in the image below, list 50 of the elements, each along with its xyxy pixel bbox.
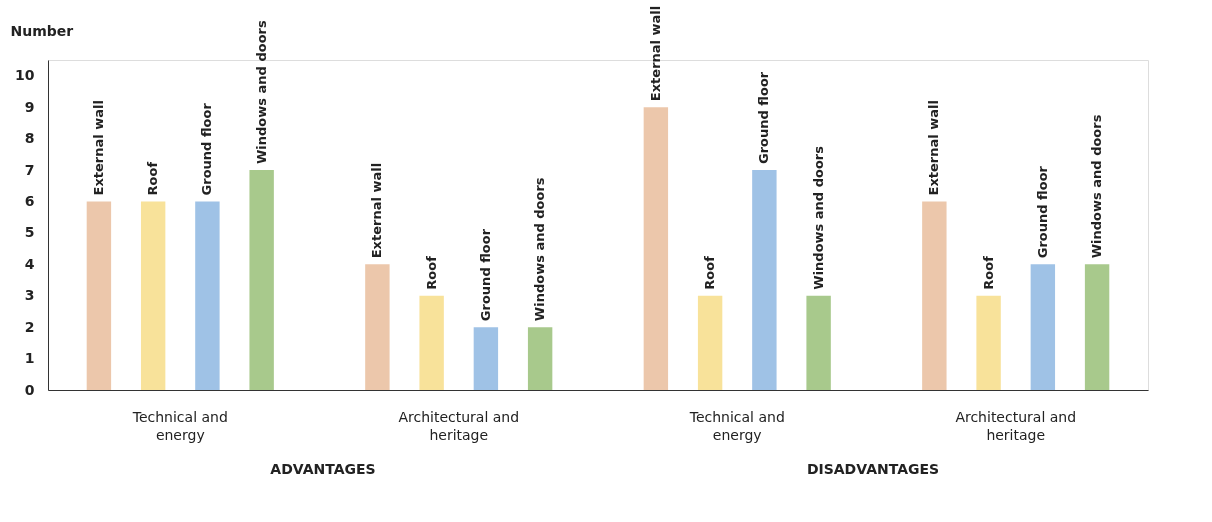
bar xyxy=(365,264,390,390)
text: External wall xyxy=(369,162,385,259)
text: Ground floor xyxy=(756,71,772,164)
text: Roof xyxy=(702,256,718,290)
text: External wall xyxy=(926,100,942,196)
text: Windows and doors xyxy=(810,145,826,290)
bar xyxy=(195,201,220,390)
bar xyxy=(1030,264,1056,390)
y-axis-title: Number xyxy=(10,22,74,39)
bar xyxy=(473,327,499,390)
y-tick-label: 2 xyxy=(24,318,35,335)
text: Roof xyxy=(145,161,161,196)
y-tick-label: 7 xyxy=(24,161,35,178)
y-tick-label: 9 xyxy=(24,98,35,115)
y-tick-label: 1 xyxy=(24,350,35,367)
bar xyxy=(697,295,723,390)
y-tick-label: 10 xyxy=(15,67,35,84)
text: DISADVANTAGES xyxy=(806,461,940,477)
bar xyxy=(922,201,947,390)
x-tick-label: Technical and energy xyxy=(131,408,228,443)
bar xyxy=(86,201,112,390)
bar xyxy=(1084,264,1110,390)
bar xyxy=(140,201,166,390)
text: Windows and doors xyxy=(532,177,548,322)
y-tick-label: 5 xyxy=(24,224,35,241)
x-tick-label: Architectural and heritage xyxy=(398,408,520,443)
bar xyxy=(752,170,777,390)
text: Roof xyxy=(980,256,996,290)
text: Ground floor xyxy=(1034,166,1050,259)
y-tick-label: 6 xyxy=(24,192,35,209)
x-tick-label: Technical and energy xyxy=(688,408,785,443)
bar xyxy=(806,295,831,390)
x-tick-label: Architectural and heritage xyxy=(955,408,1077,443)
text: External wall xyxy=(90,100,106,196)
bar xyxy=(249,170,274,390)
y-tick-label: 3 xyxy=(24,287,35,304)
text: ADVANTAGES xyxy=(270,461,376,477)
bar xyxy=(976,295,1001,390)
bar xyxy=(643,107,669,390)
y-tick-label: 0 xyxy=(24,381,35,398)
text: Ground floor xyxy=(199,102,215,196)
y-tick-label: 4 xyxy=(24,255,35,272)
text: External wall xyxy=(647,5,663,102)
y-tick-label: 8 xyxy=(24,130,35,147)
bar xyxy=(527,327,553,390)
text: Ground floor xyxy=(477,228,493,322)
text: Windows and doors xyxy=(1089,114,1105,259)
text: Windows and doors xyxy=(253,20,269,164)
text: Roof xyxy=(423,256,439,290)
bar xyxy=(419,295,444,390)
